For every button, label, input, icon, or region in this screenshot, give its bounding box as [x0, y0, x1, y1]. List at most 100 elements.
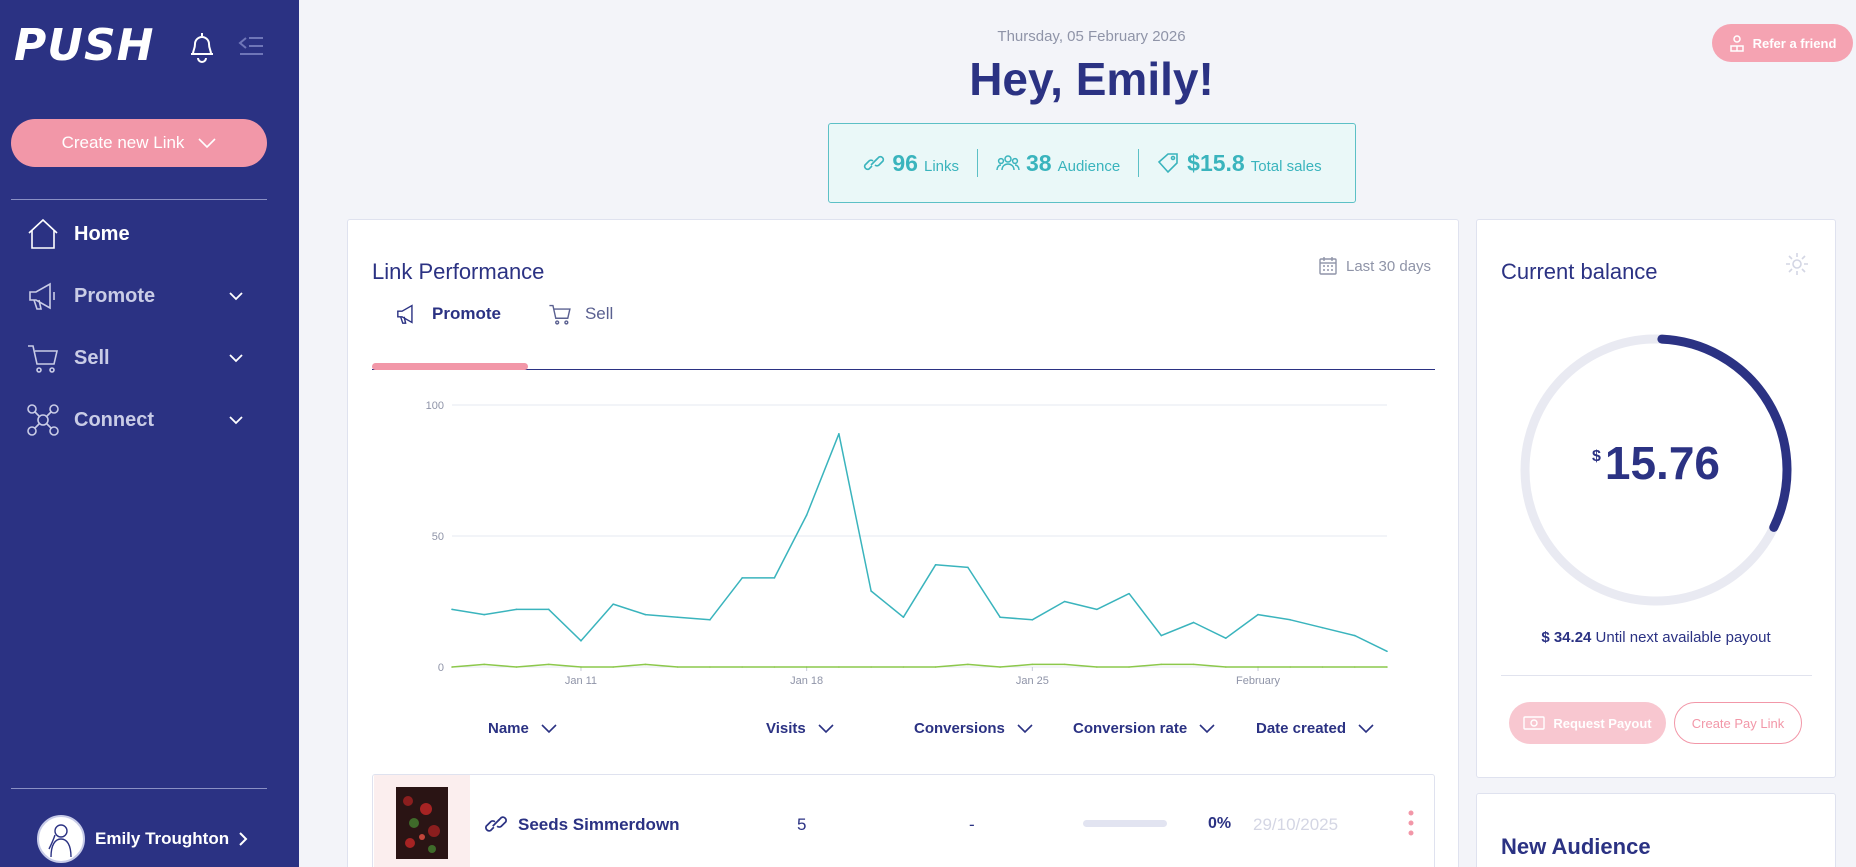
data-point [451, 608, 453, 611]
collapse-sidebar-icon[interactable] [235, 32, 265, 60]
chevron-down-icon [1199, 723, 1215, 733]
data-point [483, 663, 486, 666]
stat-sales: $15.8 Total sales [1139, 150, 1339, 177]
column-header-date-created[interactable]: Date created [1256, 720, 1374, 737]
data-point [1096, 666, 1098, 668]
data-point [1353, 666, 1356, 668]
data-point [580, 666, 582, 668]
create-new-link-button[interactable]: Create new Link [11, 119, 267, 167]
x-tick-label: Jan 18 [790, 675, 823, 687]
chevron-down-icon [229, 354, 243, 363]
link-name[interactable]: Seeds Simmerdown [518, 815, 680, 834]
more-options-icon[interactable] [1408, 809, 1414, 837]
link-icon [864, 155, 885, 171]
performance-tabs: Promote Sell [394, 302, 613, 326]
gear-icon[interactable] [1784, 251, 1810, 277]
data-point [1321, 626, 1324, 629]
home-icon [28, 218, 58, 249]
request-payout-button[interactable]: Request Payout [1509, 702, 1666, 744]
network-icon [27, 404, 59, 436]
column-label: Conversion rate [1073, 720, 1188, 737]
series-line-conversions [451, 663, 1387, 668]
data-point [805, 666, 808, 668]
data-point [741, 666, 743, 668]
data-point [1063, 663, 1066, 666]
push-logo[interactable]: PUSH [14, 20, 155, 71]
sidebar-item-sell[interactable]: Sell [26, 338, 256, 378]
total-sales-label: Total sales [1250, 157, 1322, 175]
chevron-right-icon [239, 832, 248, 846]
cash-icon [1523, 716, 1546, 730]
data-point [547, 608, 550, 611]
data-point [902, 616, 905, 619]
sidebar-item-home[interactable]: Home [26, 214, 256, 254]
payout-amount: $ 34.24 [1541, 629, 1592, 646]
data-point [773, 666, 776, 668]
tab-promote[interactable]: Promote [394, 302, 501, 326]
create-pay-link-button[interactable]: Create Pay Link [1674, 702, 1802, 744]
user-profile-link[interactable]: Emily Troughton [37, 815, 249, 863]
data-point [547, 663, 550, 666]
link-visits: 5 [797, 815, 807, 834]
y-tick-label: 100 [426, 400, 444, 412]
sidebar-item-label: Sell [74, 346, 110, 369]
sidebar-item-connect[interactable]: Connect [26, 400, 256, 440]
payout-label: Until next available payout [1595, 629, 1771, 646]
cart-icon [549, 304, 571, 325]
tab-underline [372, 369, 1435, 370]
data-point [1386, 650, 1388, 653]
audience-label: Audience [1057, 157, 1121, 175]
x-tick-label: Jan 25 [1016, 675, 1049, 687]
data-point [967, 566, 969, 569]
user-name: Emily Troughton [95, 829, 230, 848]
column-header-conversions[interactable]: Conversions [914, 720, 1033, 737]
data-point [676, 666, 679, 668]
tab-sell[interactable]: Sell [547, 302, 613, 326]
data-point [515, 666, 518, 668]
date-created: 29/10/2025 [1253, 815, 1339, 834]
data-point [1224, 666, 1227, 668]
price-tag-icon [1158, 153, 1178, 174]
data-point [870, 666, 872, 668]
data-point [1031, 619, 1034, 621]
sidebar-item-promote[interactable]: Promote [26, 276, 256, 316]
data-point [1096, 608, 1098, 611]
column-label: Conversions [914, 720, 1005, 737]
chevron-down-icon [1358, 723, 1374, 733]
data-point [999, 666, 1001, 668]
megaphone-icon [29, 282, 55, 310]
sidebar-item-label: Home [74, 222, 130, 245]
link-performance-card [347, 219, 1459, 867]
column-label: Visits [766, 720, 806, 737]
data-point [676, 616, 679, 619]
data-point [644, 613, 647, 616]
table-row[interactable]: Seeds Simmerdown 5 - 0% 29/10/2025 [372, 774, 1435, 867]
data-point [1289, 666, 1292, 668]
chevron-down-icon [229, 416, 243, 425]
refer-a-friend-button[interactable]: Refer a friend [1712, 24, 1853, 62]
data-point [773, 577, 776, 579]
link-thumbnail [374, 775, 470, 867]
link-performance-chart: 0 50 100 Jan 11 Jan 18 Jan 25 February [426, 400, 1388, 687]
column-label: Date created [1256, 720, 1347, 737]
data-point [1160, 634, 1163, 637]
conversion-rate-bar [1083, 820, 1167, 827]
progress-arc [1657, 334, 1792, 532]
series-line-visits [451, 433, 1388, 652]
link-icon [485, 816, 507, 832]
column-header-name[interactable]: Name [488, 720, 557, 737]
data-point [1321, 666, 1324, 668]
date-range-label: Last 30 days [1346, 257, 1432, 275]
next-payout-text: $ 34.24 Until next available payout [1476, 629, 1836, 646]
date-range-selector[interactable]: Last 30 days [1318, 256, 1431, 276]
column-header-conversion-rate[interactable]: Conversion rate [1073, 720, 1215, 737]
data-point [838, 433, 840, 435]
column-header-visits[interactable]: Visits [766, 720, 834, 737]
data-point [1192, 621, 1195, 624]
chevron-down-icon [198, 138, 216, 149]
bell-icon[interactable] [187, 30, 217, 64]
new-audience-card [1476, 793, 1836, 867]
data-point [580, 640, 582, 642]
links-count: 96 [892, 149, 918, 176]
conversion-rate-value: 0% [1208, 815, 1232, 832]
